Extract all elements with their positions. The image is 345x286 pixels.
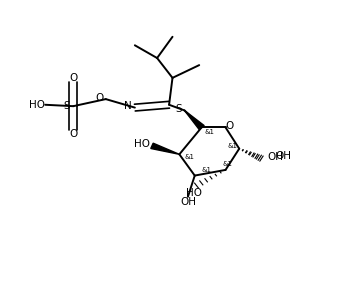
Text: O: O <box>96 93 104 103</box>
Text: &1: &1 <box>222 161 232 167</box>
Text: &1: &1 <box>204 129 214 135</box>
Text: OH: OH <box>275 151 291 161</box>
Text: O: O <box>69 129 77 139</box>
Text: S: S <box>175 104 181 114</box>
Text: HO: HO <box>134 138 150 148</box>
Text: HO: HO <box>186 188 201 198</box>
Text: &1: &1 <box>185 154 195 160</box>
Text: N: N <box>124 101 132 111</box>
Polygon shape <box>185 110 204 129</box>
Text: S: S <box>64 101 70 111</box>
Text: HO: HO <box>29 100 45 110</box>
Text: O: O <box>226 121 234 131</box>
Text: &1: &1 <box>202 168 212 174</box>
Text: OH: OH <box>268 152 284 162</box>
Text: O: O <box>69 73 77 83</box>
Polygon shape <box>151 143 179 154</box>
Text: &1: &1 <box>227 143 237 149</box>
Text: OH: OH <box>180 197 196 207</box>
